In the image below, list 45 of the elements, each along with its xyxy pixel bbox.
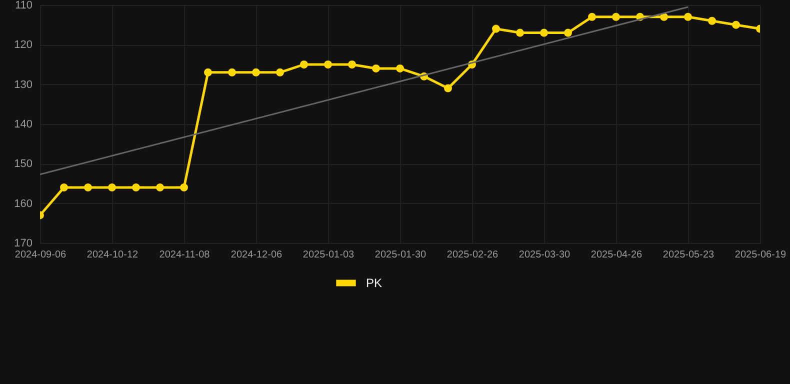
x-tick-label: 2025-01-03	[302, 250, 355, 260]
point	[204, 68, 212, 76]
point	[516, 28, 524, 37]
x-tick-label: 2025-02-26	[446, 250, 499, 260]
point	[156, 183, 164, 192]
y-tick-label: 120	[14, 39, 32, 52]
x-tick-label: 2025-06-19	[734, 250, 787, 260]
point	[732, 20, 740, 29]
point	[252, 68, 260, 76]
x-tick-label: 2024-10-12	[86, 250, 139, 260]
y-tick-label: 140	[14, 118, 32, 130]
point	[180, 183, 188, 192]
y-tick-label: 150	[14, 158, 32, 170]
legend-label: PK	[366, 276, 382, 290]
y-tick-label: 110	[14, 0, 32, 12]
point	[132, 183, 140, 192]
point	[444, 84, 452, 92]
x-tick-label: 2024-09-06	[14, 250, 67, 260]
point	[540, 28, 548, 37]
point	[684, 12, 692, 21]
point	[60, 183, 68, 192]
y-tick-label: 130	[14, 78, 32, 91]
point	[660, 12, 668, 21]
x-tick-label: 2024-11-08	[159, 250, 210, 260]
x-tick-label: 2025-03-30	[518, 250, 571, 260]
point	[300, 60, 308, 68]
point	[492, 24, 500, 33]
x-tick-label: 2025-04-26	[590, 250, 643, 260]
point	[396, 64, 404, 72]
y-tick-label: 170	[14, 238, 32, 250]
x-tick-label: 2025-05-23	[662, 250, 715, 260]
point	[108, 183, 116, 192]
x-tick-label: 2025-01-30	[374, 250, 427, 260]
point	[612, 12, 620, 21]
x-tick-label: 2024-12-06	[230, 250, 283, 260]
point	[588, 12, 596, 21]
point	[228, 68, 236, 76]
point	[324, 60, 332, 68]
point	[348, 60, 356, 68]
point	[564, 28, 572, 37]
y-tick-label: 160	[14, 198, 32, 210]
point	[372, 64, 380, 72]
point	[276, 68, 284, 76]
point	[84, 183, 92, 192]
point	[708, 16, 716, 25]
